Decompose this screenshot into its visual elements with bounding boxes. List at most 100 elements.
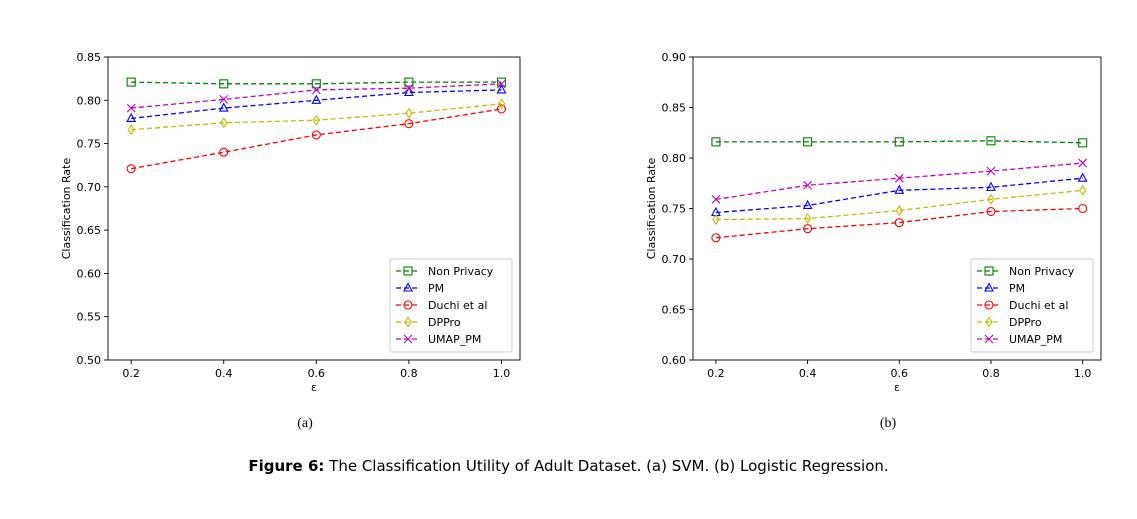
data-point-pm [126,112,137,123]
y-tick-label: 0.55 [77,311,102,324]
legend-marker-dppro [404,316,412,328]
y-tick-label: 0.60 [662,354,687,367]
data-point-dppro [987,193,995,205]
data-point-pm [403,86,414,97]
data-point-duchi-et-al [219,147,229,157]
data-point-duchi-et-al [126,164,136,174]
data-point-duchi-et-al [1078,203,1088,214]
data-point-duchi-et-al [496,104,507,114]
legend-label-duchi-et-al: Duchi et al [428,299,487,312]
data-point-duchi-et-al [803,224,813,234]
data-point-umap-pm [404,83,414,93]
data-point-umap-pm-stroke-b [404,83,414,93]
data-point-non-privacy [986,136,996,146]
data-point-dppro [127,124,135,136]
y-tick-label: 0.85 [77,51,102,64]
caption-label: Figure 6: [248,457,325,475]
y-tick-label: 0.70 [662,253,687,266]
data-point-umap-pm-stroke-b [1078,158,1088,168]
x-axis-label: ε [894,381,900,394]
y-axis-label: Classification Rate [60,158,73,260]
data-point-pm [496,84,507,94]
legend-label-umap-pm: UMAP_PM [428,333,481,346]
y-tick-label: 0.80 [662,152,687,165]
y-tick-label: 0.80 [77,94,102,107]
plot-frame [107,56,521,361]
y-tick-label: 0.85 [662,102,687,115]
data-point-non-privacy [894,137,904,147]
legend-marker-umap-pm [984,334,994,344]
legend-box [389,258,513,353]
y-axis-label: Classification Rate [645,158,658,260]
data-point-dppro [1079,184,1087,196]
legend-box [970,258,1094,353]
data-point-umap-pm [894,173,904,183]
legend-marker-non-privacy [984,266,994,276]
data-point-duchi-et-al [711,233,721,243]
data-point-duchi-et-al [311,130,321,140]
data-point-non-privacy [311,79,321,89]
data-point-dppro [895,205,903,217]
series-line-duchi-et-al [715,207,1083,239]
x-tick-label: 0.2 [122,367,140,380]
legend-label-duchi-et-al: Duchi et al [1009,299,1068,312]
data-point-dppro [220,117,228,129]
legend-label-non-privacy: Non Privacy [1009,265,1075,278]
data-point-pm [218,102,229,112]
legend-marker-umap-pm [403,334,413,344]
data-point-duchi-et-al [404,119,414,129]
x-tick-label: 0.4 [799,367,817,380]
legend-marker-umap-pm-stroke-b [403,334,413,344]
data-point-umap-pm-stroke-b [497,79,506,89]
data-point-non-privacy [803,137,813,147]
data-point-umap-pm-stroke-b [986,166,996,176]
data-point-non-privacy [1078,138,1088,148]
legend-marker-pm [984,282,994,292]
y-tick-label: 0.65 [662,304,687,317]
legend-label-umap-pm: UMAP_PM [1009,333,1062,346]
data-point-umap-pm [1078,158,1088,168]
legend-label-pm: PM [1009,282,1025,295]
legend-marker-duchi-et-al [403,300,413,310]
data-point-dppro [497,98,506,110]
series-line-dppro [715,189,1083,221]
legend-marker-dppro [985,316,993,328]
y-tick-label: 0.90 [662,51,687,64]
data-point-umap-pm-stroke-b [219,95,229,104]
data-point-umap-pm-stroke-b [311,85,321,95]
subfigure-label: (a) [297,416,313,431]
legend-marker-umap-pm-stroke-b [984,334,994,344]
figure-caption: Figure 6: The Classification Utility of … [0,457,1137,475]
y-tick-label: 0.65 [77,224,102,237]
data-point-pm [311,94,322,104]
y-tick-label: 0.70 [77,181,102,194]
x-tick-label: 0.4 [215,367,233,380]
x-axis-label: ε [311,381,317,394]
series-line-pm [131,89,502,120]
data-point-duchi-et-al [986,206,996,217]
y-tick-label: 0.75 [662,203,687,216]
data-point-umap-pm [497,79,506,89]
data-point-umap-pm-stroke-b [711,195,721,204]
legend-label-dppro: DPPro [428,316,461,329]
data-point-dppro [803,213,812,225]
data-point-umap-pm-stroke-b [126,103,136,113]
legend-label-non-privacy: Non Privacy [428,265,494,278]
data-point-non-privacy [126,77,136,87]
x-tick-label: 0.8 [400,367,418,380]
data-point-umap-pm [711,195,721,204]
x-tick-label: 0.2 [707,367,725,380]
x-tick-label: 1.0 [1074,367,1092,380]
x-tick-label: 0.6 [891,367,909,380]
y-tick-label: 0.60 [77,267,102,280]
data-point-non-privacy [219,79,229,89]
data-point-non-privacy [711,137,721,147]
data-point-pm [894,184,905,194]
legend-marker-pm [403,282,413,292]
legend-marker-non-privacy [403,266,413,276]
data-point-umap-pm [311,85,321,95]
caption-text: The Classification Utility of Adult Data… [324,457,889,475]
data-point-duchi-et-al [894,218,904,228]
y-tick-label: 0.75 [77,138,102,151]
